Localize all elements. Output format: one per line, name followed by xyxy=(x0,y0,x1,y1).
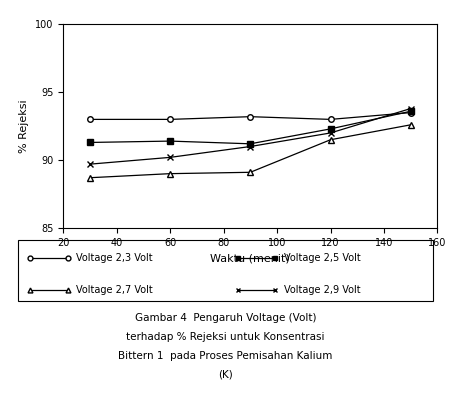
Y-axis label: % Rejeksi: % Rejeksi xyxy=(19,99,29,153)
Text: Voltage 2,9 Volt: Voltage 2,9 Volt xyxy=(284,285,360,295)
Text: terhadap % Rejeksi untuk Konsentrasi: terhadap % Rejeksi untuk Konsentrasi xyxy=(126,332,325,342)
Text: Bittern 1  pada Proses Pemisahan Kalium: Bittern 1 pada Proses Pemisahan Kalium xyxy=(118,351,333,361)
Text: Voltage 2,3 Volt: Voltage 2,3 Volt xyxy=(76,254,153,263)
Text: Gambar 4  Pengaruh Voltage (Volt): Gambar 4 Pengaruh Voltage (Volt) xyxy=(135,313,316,324)
Text: Voltage 2,5 Volt: Voltage 2,5 Volt xyxy=(284,254,360,263)
Text: (K): (K) xyxy=(218,370,233,380)
X-axis label: Waktu (menit): Waktu (menit) xyxy=(211,253,290,263)
Text: Voltage 2,7 Volt: Voltage 2,7 Volt xyxy=(76,285,153,295)
